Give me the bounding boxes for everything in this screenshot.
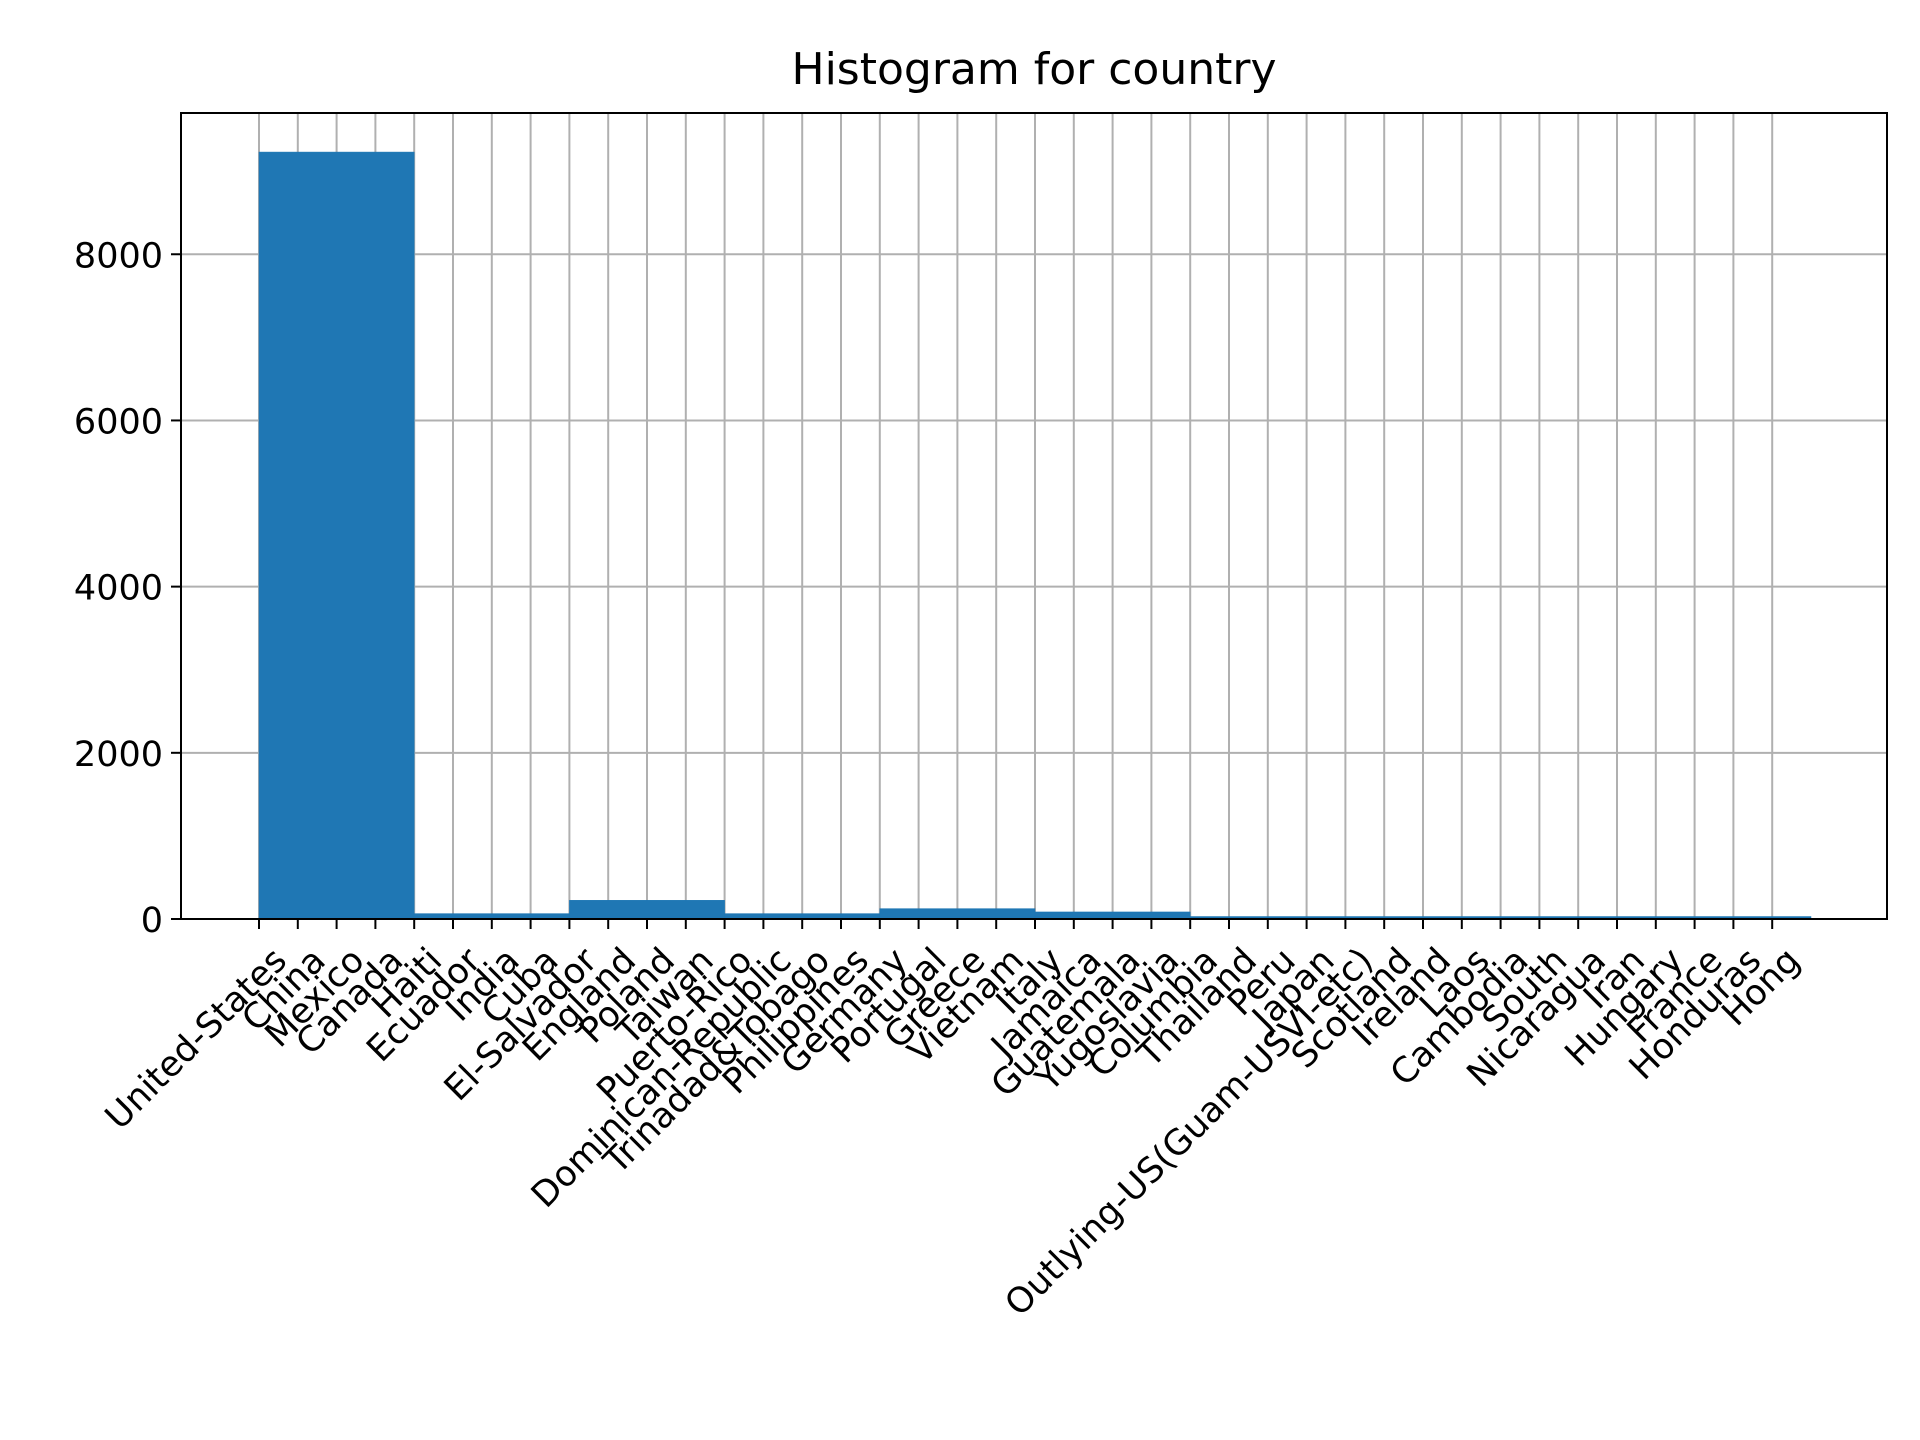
y-tick-label: 4000	[74, 569, 163, 609]
chart-title: Histogram for country	[792, 44, 1277, 95]
bars	[258, 151, 1812, 920]
x-tick-label: United-States	[98, 941, 295, 1138]
grid	[181, 113, 1887, 920]
histogram-bar	[569, 900, 725, 920]
plot-frame	[180, 112, 1888, 920]
y-tick-label: 2000	[74, 735, 163, 775]
y-tick-label: 0	[141, 901, 163, 941]
histogram-bar	[258, 151, 415, 920]
histogram-bar	[1034, 911, 1191, 920]
y-axis: 0 2000 4000 6000 8000	[74, 236, 181, 941]
y-tick-label: 6000	[74, 402, 163, 442]
histogram-bar	[879, 908, 1036, 920]
x-axis: United-StatesChinaMexicoCanadaHaitiEcuad…	[98, 919, 1808, 1324]
y-tick-label: 8000	[74, 236, 163, 276]
